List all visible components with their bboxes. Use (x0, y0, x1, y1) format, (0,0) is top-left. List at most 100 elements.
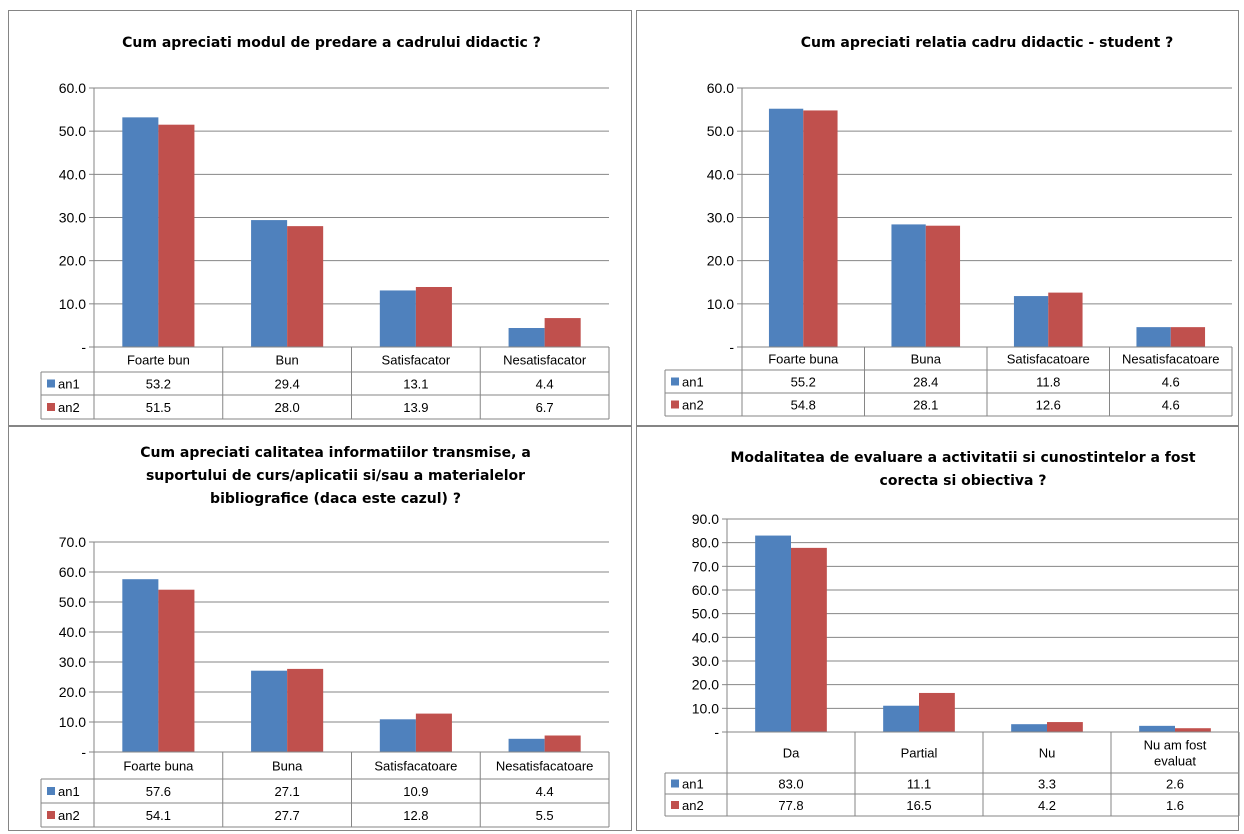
legend-swatch-an1 (47, 379, 55, 388)
bar-an2-2 (415, 286, 452, 347)
bar-an1-3 (1136, 327, 1171, 347)
bar-an1-2 (1013, 296, 1049, 347)
bar-an2-2 (1047, 722, 1083, 732)
chart-information-quality: Cum apreciati calitatea informatiilor tr… (40, 445, 610, 828)
category-label: evaluat (1154, 754, 1196, 769)
category-label: Partial (901, 746, 938, 761)
y-tick-label: 70.0 (59, 534, 86, 550)
table-value-an1: 2.6 (1166, 777, 1184, 792)
table-value-an1: 53.2 (146, 377, 171, 392)
table-value-an2: 1.6 (1166, 798, 1184, 813)
bar-an2-3 (544, 735, 581, 752)
bar-an1-1 (883, 705, 919, 732)
bar-an1-2 (379, 290, 416, 347)
bar-an2-1 (925, 225, 961, 347)
category-label: Nu (1039, 746, 1056, 761)
bar-an2-1 (287, 668, 324, 752)
bar-an1-1 (891, 224, 926, 347)
table-value-an1: 4.6 (1162, 375, 1180, 390)
chart-panel-evaluation-fairness: Modalitatea de evaluare a activitatii si… (636, 426, 1240, 831)
table-value-an1: 28.4 (913, 375, 938, 390)
category-label: Buna (272, 759, 303, 774)
y-tick-label: 50.0 (59, 594, 86, 610)
bar-an2-3 (1170, 327, 1206, 347)
bar-an1-0 (122, 579, 159, 752)
legend-label-an1: an1 (682, 777, 704, 792)
bar-an1-1 (251, 220, 288, 347)
chart-title-line: Cum apreciati relatia cadru didactic - s… (801, 35, 1174, 51)
bar-an2-0 (791, 547, 827, 732)
legend-label-an1: an1 (58, 784, 80, 799)
table-value-an1: 83.0 (778, 777, 803, 792)
y-tick-label: 20.0 (59, 253, 86, 269)
legend-swatch-an2 (671, 400, 679, 409)
bar-an2-0 (158, 124, 195, 347)
table-value-an2: 28.1 (913, 398, 938, 413)
table-value-an1: 27.1 (274, 784, 299, 799)
category-label: Bun (276, 353, 299, 368)
chart-title-line: corecta si obiectiva ? (880, 473, 1047, 489)
y-tick-label: 60.0 (59, 564, 86, 580)
bar-an2-1 (287, 226, 324, 347)
y-tick-label: 60.0 (59, 80, 86, 96)
y-tick-label: 10.0 (692, 700, 719, 716)
table-value-an2: 6.7 (536, 400, 554, 415)
legend-label-an1: an1 (682, 375, 704, 390)
table-value-an2: 12.8 (403, 808, 428, 823)
bar-an2-0 (803, 110, 838, 348)
table-value-an1: 3.3 (1038, 777, 1056, 792)
chart-title-line: bibliografice (daca este cazul) ? (210, 491, 461, 507)
table-value-an1: 57.6 (146, 784, 171, 799)
category-label: Nesatisfacatoare (496, 759, 594, 774)
table-value-an2: 54.1 (146, 808, 171, 823)
legend-swatch-an1 (671, 377, 679, 386)
table-value-an2: 28.0 (274, 400, 299, 415)
category-label: Foarte buna (123, 759, 194, 774)
y-tick-label: 30.0 (707, 210, 734, 226)
bar-an1-3 (1139, 725, 1175, 732)
chart-title-line: Cum apreciati calitatea informatiilor tr… (140, 445, 531, 461)
y-tick-label: 50.0 (707, 123, 734, 139)
category-label: Da (783, 746, 800, 761)
bar-an1-2 (1011, 724, 1047, 732)
table-value-an2: 4.2 (1038, 798, 1056, 813)
y-tick-label: 20.0 (59, 684, 86, 700)
category-label: Nesatisfacator (503, 353, 587, 368)
legend-swatch-an1 (671, 779, 679, 788)
category-label: Satisfacatoare (374, 759, 457, 774)
y-tick-label: - (81, 339, 86, 355)
chart-panel-teacher-student-relation: Cum apreciati relatia cadru didactic - s… (636, 10, 1239, 426)
table-value-an1: 13.1 (403, 377, 428, 392)
table-value-an2: 13.9 (403, 400, 428, 415)
table-value-an1: 10.9 (403, 784, 428, 799)
chart-teaching-method: Cum apreciati modul de predare a cadrulu… (40, 35, 610, 420)
table-value-an2: 27.7 (274, 808, 299, 823)
legend-swatch-an2 (671, 801, 679, 809)
table-value-an1: 11.1 (907, 777, 931, 792)
legend-label-an2: an2 (682, 798, 704, 813)
y-tick-label: - (729, 339, 734, 355)
chart-title-line: suportului de curs/aplicatii si/sau a ma… (146, 468, 525, 484)
chart-panel-information-quality: Cum apreciati calitatea informatiilor tr… (8, 426, 632, 831)
category-label: Foarte bun (127, 353, 190, 368)
category-label: Satisfacatoare (1007, 352, 1090, 367)
legend-label-an2: an2 (58, 400, 80, 415)
y-tick-label: 20.0 (707, 253, 734, 269)
category-label: Nesatisfacatoare (1122, 352, 1220, 367)
y-tick-label: 50.0 (59, 123, 86, 139)
y-tick-label: 30.0 (59, 654, 86, 670)
bar-an1-2 (379, 719, 416, 752)
table-value-an2: 4.6 (1162, 398, 1180, 413)
bar-an1-0 (122, 117, 159, 347)
chart-panel-teaching-method: Cum apreciati modul de predare a cadrulu… (8, 10, 632, 426)
chart-teacher-student-relation: Cum apreciati relatia cadru didactic - s… (664, 35, 1233, 417)
y-tick-label: 60.0 (707, 80, 734, 96)
bar-an2-3 (1175, 728, 1211, 732)
legend-label-an2: an2 (58, 808, 80, 823)
chart-title-line: Cum apreciati modul de predare a cadrulu… (122, 35, 541, 51)
table-value-an1: 55.2 (791, 375, 816, 390)
y-tick-label: 80.0 (692, 535, 719, 551)
bar-an1-3 (508, 738, 545, 752)
table-value-an2: 77.8 (778, 798, 803, 813)
y-tick-label: 40.0 (59, 166, 86, 182)
